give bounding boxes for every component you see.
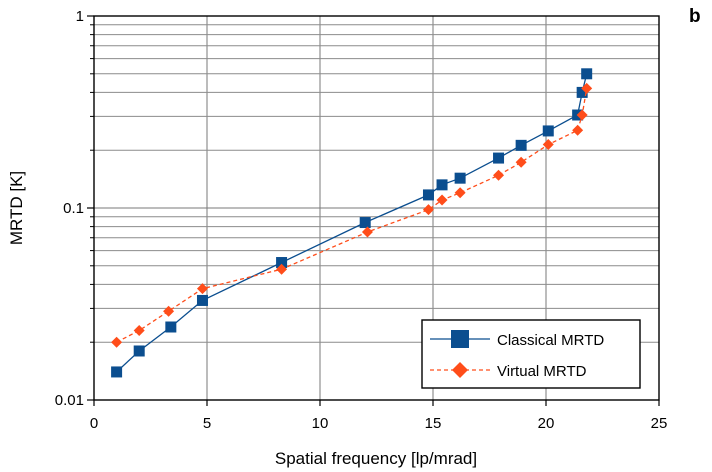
grid-lines: [94, 16, 659, 400]
series-virtual: [111, 82, 593, 348]
y-tick-label: 1: [76, 8, 84, 25]
data-point: [163, 305, 175, 317]
legend-marker-virtual: [452, 362, 468, 378]
data-point: [493, 152, 505, 164]
x-tick-label: 20: [538, 415, 555, 432]
data-point: [454, 172, 466, 184]
series-layer: [111, 68, 593, 378]
legend: Classical MRTD Virtual MRTD: [421, 319, 641, 389]
data-point: [359, 217, 371, 229]
legend-label-classical: Classical MRTD: [497, 332, 604, 349]
x-axis-ticks: 0 5 10 15 20 25: [90, 400, 668, 432]
data-point: [196, 294, 208, 306]
data-point: [276, 257, 288, 269]
data-point: [422, 189, 434, 201]
x-tick-label: 25: [651, 415, 668, 432]
data-point: [576, 109, 588, 121]
panel-label: b: [689, 6, 701, 27]
data-point: [361, 226, 373, 238]
y-tick-label: 0.1: [63, 200, 84, 217]
data-point: [111, 336, 123, 348]
data-point: [493, 169, 505, 181]
data-point: [165, 321, 177, 333]
legend-label-virtual: Virtual MRTD: [497, 363, 587, 380]
data-point: [542, 139, 554, 151]
data-point: [111, 366, 123, 378]
data-point: [196, 283, 208, 295]
data-point: [515, 156, 527, 168]
x-tick-label: 5: [203, 415, 211, 432]
data-point: [576, 86, 588, 98]
legend-marker-classical: [451, 330, 469, 348]
x-tick-label: 0: [90, 415, 98, 432]
data-point: [581, 68, 593, 80]
x-axis-label: Spatial frequency [lp/mrad]: [275, 449, 477, 468]
y-tick-label: 0.01: [55, 392, 84, 409]
data-point: [454, 187, 466, 199]
x-tick-label: 15: [425, 415, 442, 432]
data-point: [422, 204, 434, 216]
data-point: [133, 345, 145, 357]
data-point: [572, 124, 584, 136]
data-point: [581, 82, 593, 94]
data-point: [276, 263, 288, 275]
series-line: [116, 88, 588, 343]
data-point: [436, 179, 448, 191]
data-point: [133, 325, 145, 337]
series-classical: [111, 68, 593, 378]
data-point: [542, 125, 554, 137]
y-axis-label: MRTD [K]: [7, 171, 26, 245]
data-point: [515, 139, 527, 151]
plot-frame: [93, 15, 660, 401]
x-tick-label: 10: [312, 415, 329, 432]
data-point: [436, 194, 448, 206]
y-axis-ticks: 0.01 0.1 1: [55, 8, 94, 409]
